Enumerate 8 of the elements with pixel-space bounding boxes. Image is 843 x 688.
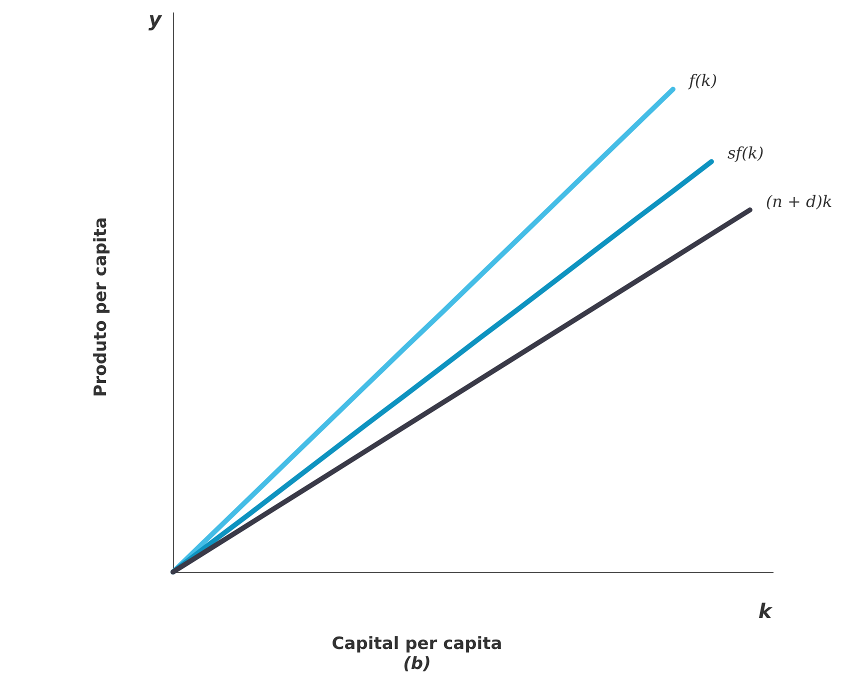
series-label: sf(k) <box>727 144 764 163</box>
text: y <box>148 7 162 31</box>
x-axis-title: Capital per capita <box>332 634 502 654</box>
series-label: f(k) <box>688 71 718 90</box>
series-label: (n + d)k <box>766 192 832 211</box>
text: (b) <box>403 654 431 674</box>
text: k <box>758 599 774 623</box>
y-axis-title: Produto per capita <box>91 217 111 397</box>
